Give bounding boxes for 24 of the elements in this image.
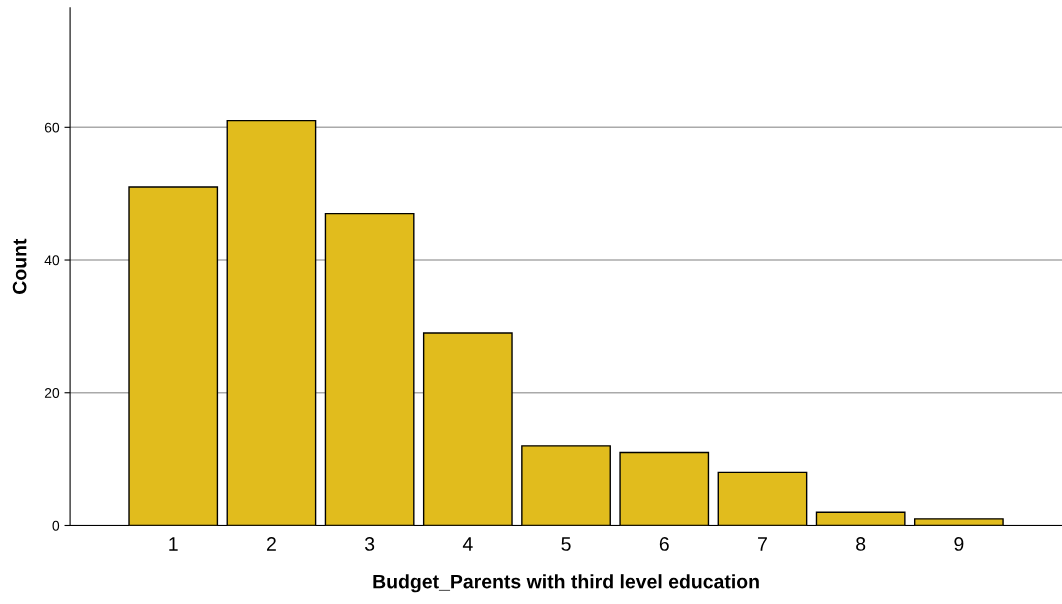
x-axis-title: Budget_Parents with third level education	[373, 574, 759, 593]
bar	[324, 212, 415, 526]
x-tick-label: 2	[266, 537, 276, 551]
bar	[226, 119, 317, 526]
x-tick-label: 5	[561, 537, 571, 551]
x-tick-label: 6	[659, 537, 669, 551]
bar	[619, 451, 710, 526]
x-tick-label: 9	[954, 537, 964, 551]
y-tick-label: 60	[44, 122, 60, 133]
bar	[717, 471, 808, 526]
x-tick-label: 3	[364, 537, 375, 551]
bar	[815, 511, 906, 526]
y-tick-label: 40	[44, 255, 60, 266]
y-axis-title: Count	[12, 238, 27, 294]
x-tick-label: 4	[462, 537, 473, 551]
x-tick-label: 8	[856, 537, 866, 551]
bar	[521, 445, 611, 526]
bar	[128, 186, 219, 526]
x-tick-label: 1	[169, 537, 178, 551]
y-tick-label: 0	[52, 520, 60, 531]
y-tick-label: 20	[44, 388, 60, 398]
bar	[913, 518, 1004, 526]
bar	[422, 332, 513, 526]
x-tick-label: 7	[758, 537, 767, 551]
